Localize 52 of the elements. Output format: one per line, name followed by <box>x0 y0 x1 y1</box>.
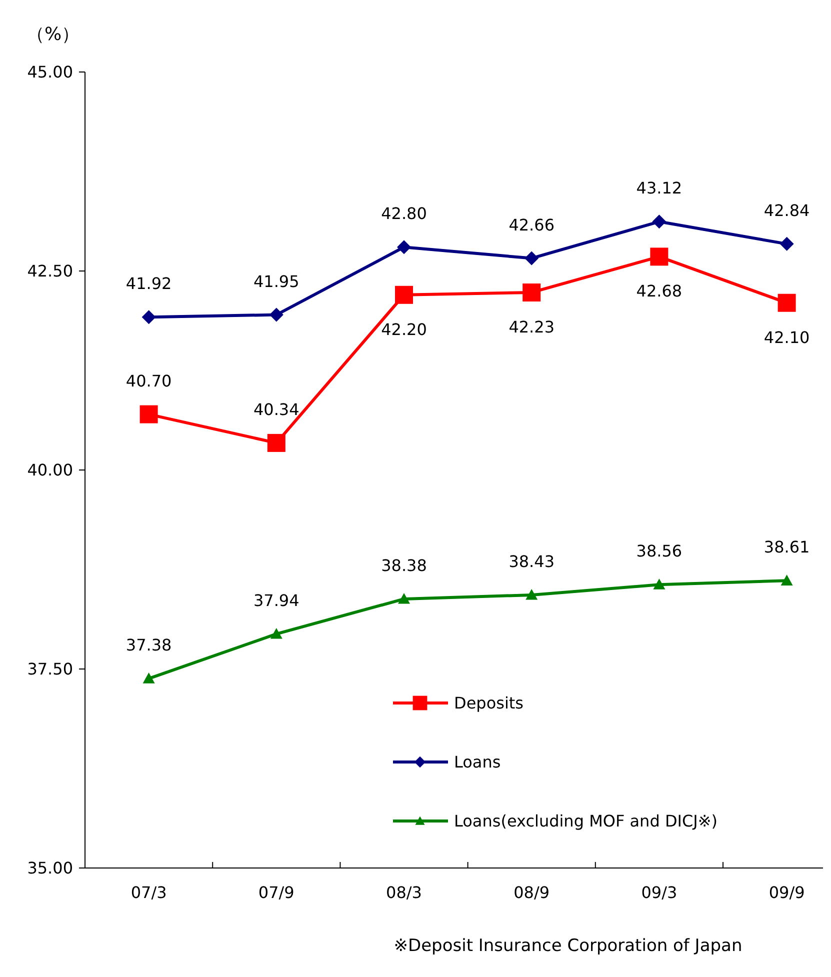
y-tick-label: 35.00 <box>27 858 73 878</box>
x-tick-label: 09/9 <box>768 883 805 902</box>
legend-label: Deposits <box>454 694 524 713</box>
data-label: 38.43 <box>508 552 555 571</box>
point <box>142 310 156 324</box>
x-tick-label: 08/3 <box>386 883 422 902</box>
point <box>267 434 286 452</box>
point <box>142 672 155 684</box>
data-label: 40.34 <box>253 400 300 419</box>
point <box>522 283 541 302</box>
legend-label: Loans <box>454 752 501 772</box>
point <box>650 248 668 266</box>
y-tick-label: 37.50 <box>27 660 73 679</box>
y-tick-label: 40.00 <box>27 460 73 480</box>
text: ※Deposit Insurance Corporation of Japan <box>394 936 742 956</box>
data-label: 38.38 <box>381 556 427 575</box>
data-label: 42.84 <box>764 200 810 220</box>
data-label: 41.95 <box>253 272 300 291</box>
point <box>270 628 282 639</box>
point <box>652 214 666 229</box>
x-tick-label: 07/3 <box>130 883 167 902</box>
point <box>653 578 666 590</box>
y-tick-label: 42.50 <box>27 262 73 281</box>
point <box>140 405 158 424</box>
data-label: 37.38 <box>126 636 172 655</box>
data-label: 43.12 <box>636 178 682 198</box>
point <box>397 240 411 254</box>
point <box>398 592 410 604</box>
data-label: 38.56 <box>636 542 682 561</box>
data-label: 42.10 <box>764 328 810 347</box>
data-label: 38.61 <box>764 538 810 557</box>
x-tick-label: 07/9 <box>258 883 294 902</box>
data-label: 42.80 <box>381 204 427 224</box>
point <box>524 251 539 266</box>
point <box>778 294 796 312</box>
x-tick-label: 09/3 <box>641 883 678 902</box>
legend-label: Loans(excluding MOF and DICJ※) <box>454 812 718 831</box>
point <box>395 286 413 304</box>
point <box>780 574 793 586</box>
point <box>780 236 794 251</box>
point <box>269 308 284 322</box>
data-label: 37.94 <box>253 590 300 610</box>
data-label: 42.66 <box>508 215 555 234</box>
y-tick-label: 45.00 <box>27 62 73 82</box>
data-label: 42.20 <box>381 320 427 339</box>
x-tick-label: 08/9 <box>514 883 550 902</box>
point <box>526 588 538 600</box>
data-label: 40.70 <box>126 371 172 390</box>
data-label: 42.23 <box>508 317 555 336</box>
y-axis-title: （%） <box>26 24 80 45</box>
data-label: 42.68 <box>636 282 682 301</box>
data-label: 41.92 <box>126 274 172 294</box>
